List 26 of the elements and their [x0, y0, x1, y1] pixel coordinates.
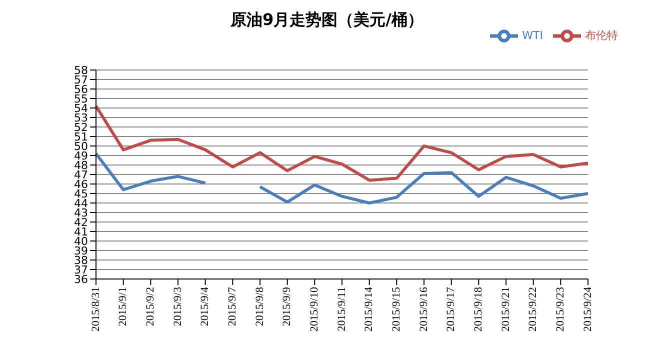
x-tick-label: 2015/9/14	[363, 286, 376, 332]
y-tick-label: 48	[74, 158, 88, 172]
x-tick-label: 2015/9/24	[582, 286, 594, 332]
x-tick-label: 2015/9/11	[336, 287, 348, 332]
x-tick-label: 2015/9/18	[472, 286, 484, 332]
y-tick-label: 36	[74, 272, 88, 286]
x-tick-label: 2015/9/7	[226, 286, 238, 326]
x-tick-label: 2015/8/31	[90, 287, 102, 332]
x-tick-label: 2015/9/8	[254, 286, 266, 326]
line-series	[94, 104, 590, 182]
chart-title: 原油9月走势图（美元/桶）	[229, 10, 424, 31]
legend-label: WTI	[522, 29, 543, 42]
x-tick-label: 2015/9/21	[500, 287, 512, 332]
y-tick-label: 58	[74, 64, 88, 77]
x-tick-label: 2015/9/2	[144, 287, 156, 326]
x-tick-label: 2015/9/16	[418, 286, 430, 332]
x-tick-label: 2015/9/4	[199, 286, 212, 326]
x-tick-label: 2015/9/3	[172, 286, 184, 326]
legend-label: 布伦特	[585, 29, 618, 42]
x-tick-label: 2015/9/10	[308, 286, 320, 332]
x-tick-label: 2015/9/9	[281, 286, 294, 326]
x-tick-label: 2015/9/22	[527, 287, 540, 332]
x-tick-label: 2015/9/23	[554, 286, 566, 332]
x-tick-label: 2015/9/1	[117, 287, 130, 326]
x-tick-label: 2015/9/15	[390, 286, 402, 332]
x-tick-label: 2015/9/17	[445, 286, 458, 332]
